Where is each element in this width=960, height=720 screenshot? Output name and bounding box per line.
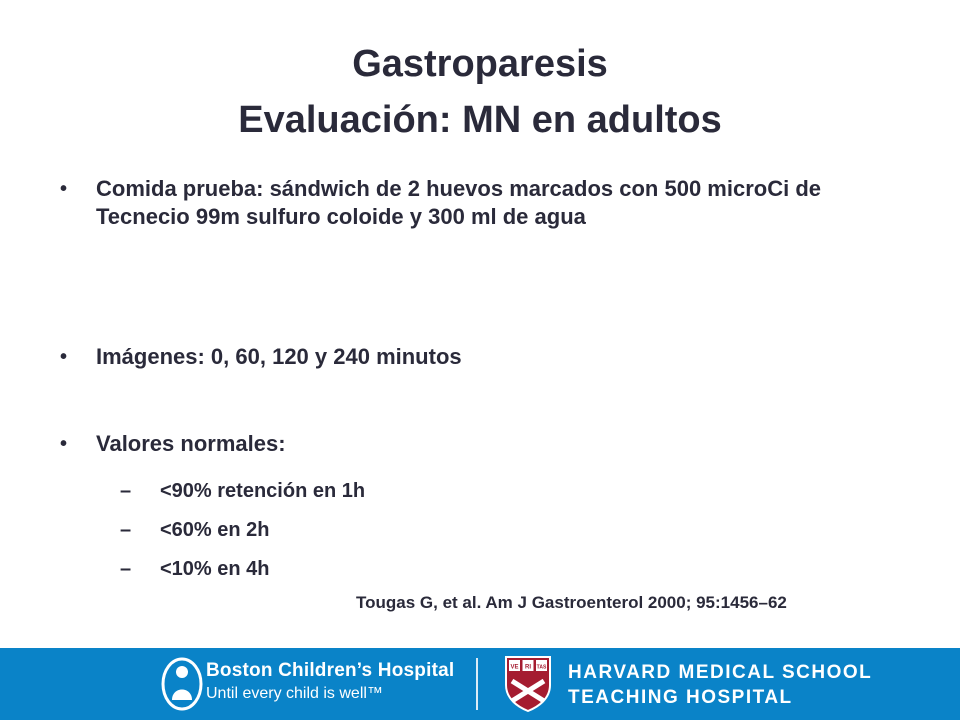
shield-letters-3: TAS [537,665,547,671]
bch-tagline: Until every child is well™ [206,685,383,702]
bullet-text: Valores normales: [96,431,286,456]
bullet-glyph: • [60,433,68,455]
title-line-1: Gastroparesis [352,43,608,85]
footer-banner: Boston Children’s Hospital Until every c… [0,648,960,720]
harvard-shield-icon: VE RI TAS [505,656,551,713]
subbullet-1h: – <90% retención en 1h [120,478,365,504]
bullet-glyph: • [60,178,68,200]
bch-logo-icon [161,657,203,711]
bullet-normal-values: • Valores normales: [60,430,286,458]
shield-letters-2: RI [525,665,531,671]
bullet-text: Imágenes: 0, 60, 120 y 240 minutos [96,344,462,369]
dash-glyph: – [120,519,132,541]
subbullet-text: <60% en 2h [160,519,270,541]
shield-letters-1: VE [510,665,518,671]
bch-name: Boston Children’s Hospital [206,660,455,681]
citation: Tougas G, et al. Am J Gastroenterol 2000… [356,593,787,612]
title-line-2: Evaluación: MN en adultos [238,99,722,141]
subbullet-text: <10% en 4h [160,558,270,580]
subbullet-text: <90% retención en 1h [160,480,366,502]
slide-title: Gastroparesis Evaluación: MN en adultos [0,36,960,148]
subbullet-4h: – <10% en 4h [120,556,270,582]
dash-glyph: – [120,558,132,580]
bullet-glyph: • [60,346,68,368]
footer-divider [476,658,478,710]
subbullet-2h: – <60% en 2h [120,517,270,543]
bullet-text: Comida prueba: sándwich de 2 huevos marc… [96,176,821,229]
hms-line-1: HARVARD MEDICAL SCHOOL [568,662,873,683]
bullet-images: • Imágenes: 0, 60, 120 y 240 minutos [60,343,462,371]
dash-glyph: – [120,480,132,502]
hms-line-2: TEACHING HOSPITAL [568,687,793,708]
bullet-test-meal: • Comida prueba: sándwich de 2 huevos ma… [60,175,900,231]
